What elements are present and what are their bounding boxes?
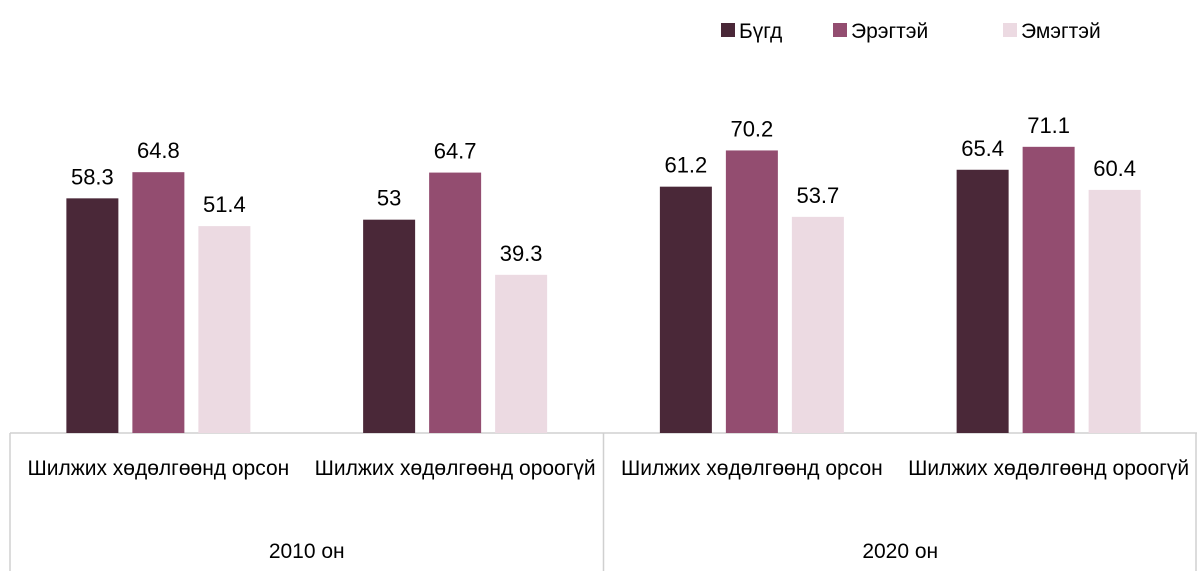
data-label: 58.3 <box>71 164 114 189</box>
bar <box>132 172 185 433</box>
legend-label: Эрэгтэй <box>851 20 928 43</box>
legend-swatch <box>833 23 847 37</box>
bar <box>363 219 416 433</box>
legend-label: Бүгд <box>739 20 782 43</box>
bar <box>956 169 1009 433</box>
x-tick-label: Шилжих хөдөлгөөнд ороогүй <box>908 457 1190 480</box>
group-label: 2010 он <box>268 540 345 563</box>
data-label: 71.1 <box>1027 113 1070 138</box>
bar <box>66 198 119 433</box>
bar <box>1088 189 1141 433</box>
bar <box>725 150 778 433</box>
data-label: 64.8 <box>137 138 180 163</box>
bar <box>1022 146 1075 433</box>
data-label: 39.3 <box>500 241 543 266</box>
bar <box>659 186 712 433</box>
data-label: 53 <box>377 186 401 211</box>
data-label: 53.7 <box>796 183 839 208</box>
bar <box>495 274 548 433</box>
data-label: 64.7 <box>434 139 477 164</box>
data-label: 51.4 <box>203 192 246 217</box>
data-label: 65.4 <box>961 136 1004 161</box>
data-label: 70.2 <box>730 116 773 141</box>
data-label: 60.4 <box>1093 156 1136 181</box>
group-label: 2020 он <box>862 540 939 563</box>
x-tick-label: Шилжих хөдөлгөөнд орсон <box>620 457 883 480</box>
bar <box>429 172 482 433</box>
legend-swatch <box>1003 23 1017 37</box>
x-tick-label: Шилжих хөдөлгөөнд ороогүй <box>314 457 596 480</box>
bar <box>198 226 251 433</box>
legend-label: Эмэгтэй <box>1021 20 1101 43</box>
bar <box>791 216 844 433</box>
x-tick-label: Шилжих хөдөлгөөнд орсон <box>27 457 290 480</box>
legend-swatch <box>721 23 735 37</box>
data-label: 61.2 <box>664 153 707 178</box>
